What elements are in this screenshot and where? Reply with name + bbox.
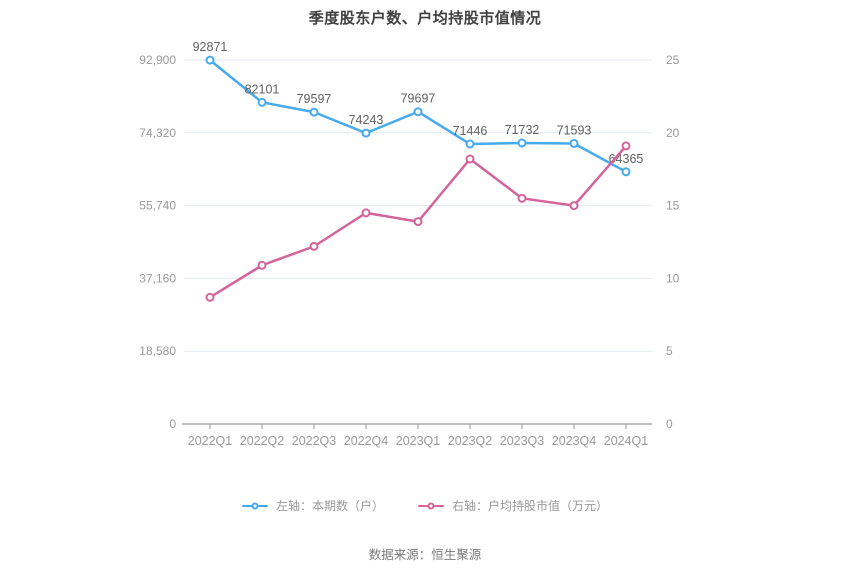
x-axis-label: 2023Q1 — [396, 434, 441, 448]
chart-legend: 左轴：本期数（户） 右轴：户均持股市值（万元） — [0, 497, 850, 514]
data-source-text: 数据来源：恒生聚源 — [368, 548, 482, 562]
legend-line-circle-icon — [418, 500, 444, 512]
x-axis-label: 2022Q1 — [188, 434, 233, 448]
left-axis-tick-label: 0 — [169, 417, 176, 431]
right-axis-tick-label: 15 — [666, 199, 680, 213]
data-point — [413, 107, 423, 117]
data-label: 74243 — [349, 113, 384, 127]
right-axis-tick-label: 0 — [666, 417, 673, 431]
data-label: 82101 — [245, 82, 280, 96]
x-axis-label: 2023Q2 — [448, 434, 493, 448]
data-point — [465, 139, 475, 149]
data-label: 79597 — [297, 92, 332, 106]
data-point — [309, 241, 319, 251]
data-point — [413, 217, 423, 227]
left-axis-tick-label: 55,740 — [139, 199, 176, 213]
right-axis-tick-label: 25 — [666, 53, 680, 67]
data-point — [569, 201, 579, 211]
left-axis-tick-label: 18,580 — [139, 344, 176, 358]
left-axis-tick-label: 74,320 — [139, 126, 176, 140]
data-point — [205, 292, 215, 302]
left-axis-tick-label: 37,160 — [139, 271, 176, 285]
legend-label-market-value: 右轴：户均持股市值（万元） — [452, 499, 609, 513]
x-axis-label: 2023Q4 — [552, 434, 597, 448]
data-point — [569, 138, 579, 148]
data-point — [621, 141, 631, 151]
data-point — [465, 154, 475, 164]
data-point — [517, 138, 527, 148]
x-axis-label: 2023Q3 — [500, 434, 545, 448]
x-axis-label: 2022Q4 — [344, 434, 389, 448]
right-axis-tick-label: 10 — [666, 271, 680, 285]
chart-title: 季度股东户数、户均持股市值情况 — [308, 10, 542, 27]
data-point — [257, 260, 267, 270]
legend-item-shareholder-count[interactable]: 左轴：本期数（户） — [241, 497, 384, 514]
data-label: 71732 — [505, 123, 540, 137]
data-point — [621, 167, 631, 177]
legend-label-shareholder-count: 左轴：本期数（户） — [275, 499, 384, 513]
x-axis-label: 2022Q3 — [292, 434, 337, 448]
x-axis-label: 2022Q2 — [240, 434, 285, 448]
data-label: 92871 — [193, 40, 228, 54]
right-axis-tick-label: 20 — [666, 126, 680, 140]
data-label: 71593 — [557, 123, 592, 137]
x-axis-label: 2024Q1 — [604, 434, 649, 448]
left-axis-tick-label: 92,900 — [139, 53, 176, 67]
legend-item-market-value[interactable]: 右轴：户均持股市值（万元） — [418, 497, 608, 514]
data-point — [361, 208, 371, 218]
data-label: 79697 — [401, 92, 436, 106]
data-point — [309, 107, 319, 117]
line-chart: 0 0 18,580 5 37,160 10 55,740 15 74,320 20 92,900 2… — [139, 40, 680, 448]
data-point — [361, 128, 371, 138]
data-point — [205, 55, 215, 65]
data-label: 71446 — [453, 124, 488, 138]
data-point — [517, 193, 527, 203]
data-point — [257, 97, 267, 107]
legend-line-circle-icon — [241, 500, 268, 512]
right-axis-tick-label: 5 — [666, 344, 673, 358]
